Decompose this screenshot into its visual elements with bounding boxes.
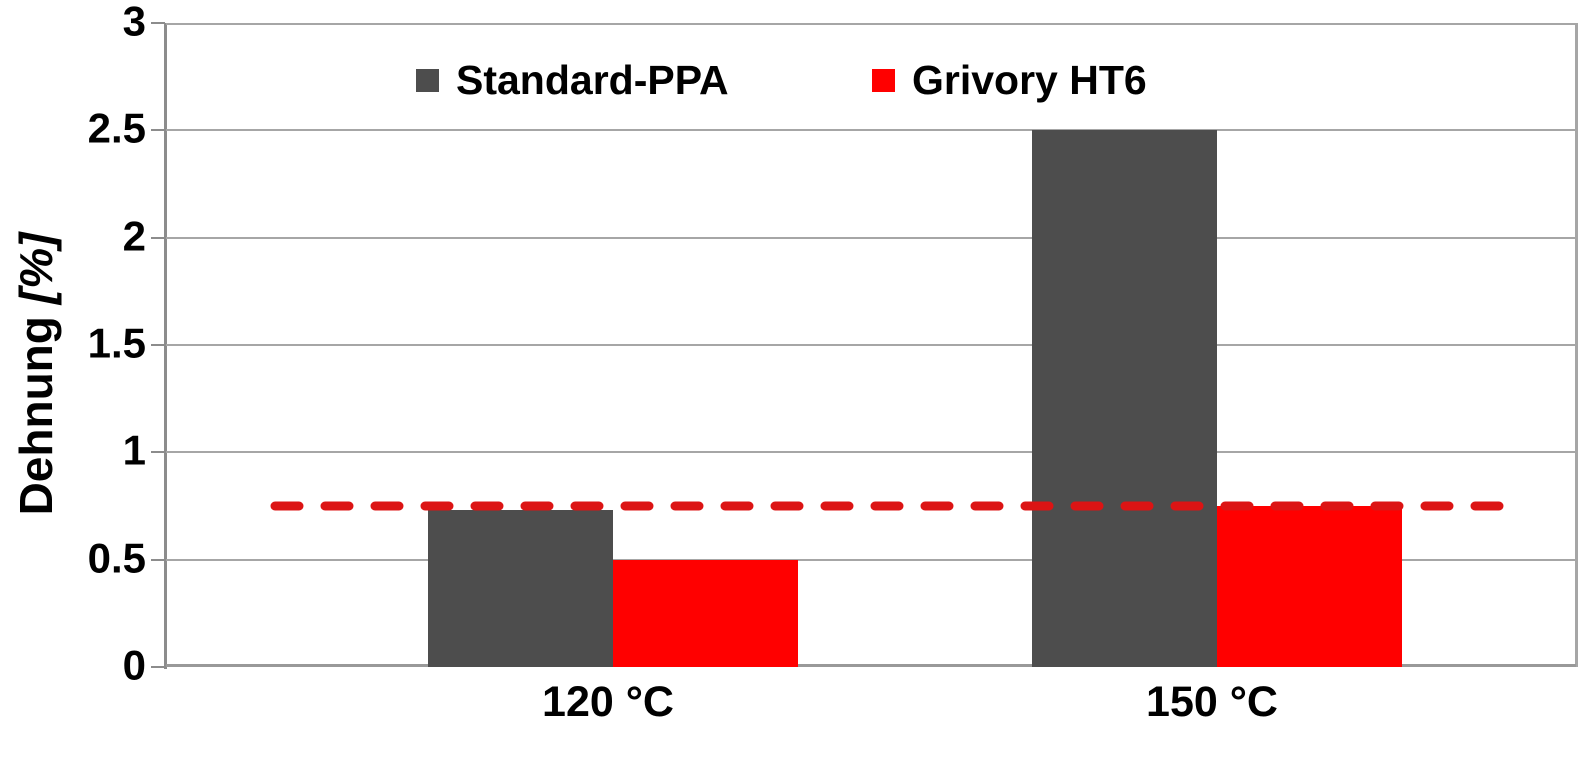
y-tick-label-2: 2 (122, 212, 146, 260)
y-tick-label-1.5: 1.5 (87, 319, 146, 367)
plot-right-border (1575, 23, 1578, 667)
y-tick-mark-2.5 (151, 129, 165, 131)
y-tick-label-1: 1 (122, 426, 146, 474)
y-tick-mark-1 (151, 451, 165, 453)
gridline-1 (166, 451, 1576, 453)
bar-grivory-ht6-150-c (1217, 506, 1402, 667)
legend-label-grivory-ht6: Grivory HT6 (912, 56, 1147, 103)
y-axis-line (164, 23, 167, 669)
legend-item-standard-ppa: Standard-PPA (416, 59, 729, 100)
x-category-label-150c: 150 °C (1146, 678, 1278, 726)
y-tick-mark-0.5 (151, 559, 165, 561)
y-tick-label-2.5: 2.5 (87, 104, 146, 152)
y-tick-label-3: 3 (122, 0, 146, 45)
legend-marker-standard-ppa (416, 68, 439, 92)
gridline-0.5 (166, 559, 1576, 561)
legend-marker-grivory-ht6 (872, 68, 895, 92)
y-tick-mark-1.5 (151, 344, 165, 346)
gridline-2 (166, 237, 1576, 239)
y-tick-label-0: 0 (122, 641, 146, 689)
bar-grivory-ht6-120-c (613, 560, 798, 667)
x-category-label-120c: 120 °C (542, 678, 674, 726)
y-tick-mark-3 (151, 22, 165, 24)
gridline-1.5 (166, 344, 1576, 346)
y-axis-title: Dehnung[%] (9, 233, 63, 516)
bar-standard-ppa-120-c (428, 510, 613, 667)
legend-item-grivory-ht6: Grivory HT6 (872, 59, 1147, 100)
x-axis-line (166, 664, 1576, 667)
plot-area: Standard-PPA Grivory HT6 (166, 23, 1576, 667)
gridline-3 (166, 23, 1576, 25)
bar-standard-ppa-150-c (1032, 130, 1217, 667)
y-tick-mark-2 (151, 237, 165, 239)
y-tick-label-0.5: 0.5 (87, 534, 146, 582)
y-tick-mark-0 (151, 666, 165, 668)
legend-label-standard-ppa: Standard-PPA (456, 56, 729, 103)
gridline-2.5 (166, 129, 1576, 131)
